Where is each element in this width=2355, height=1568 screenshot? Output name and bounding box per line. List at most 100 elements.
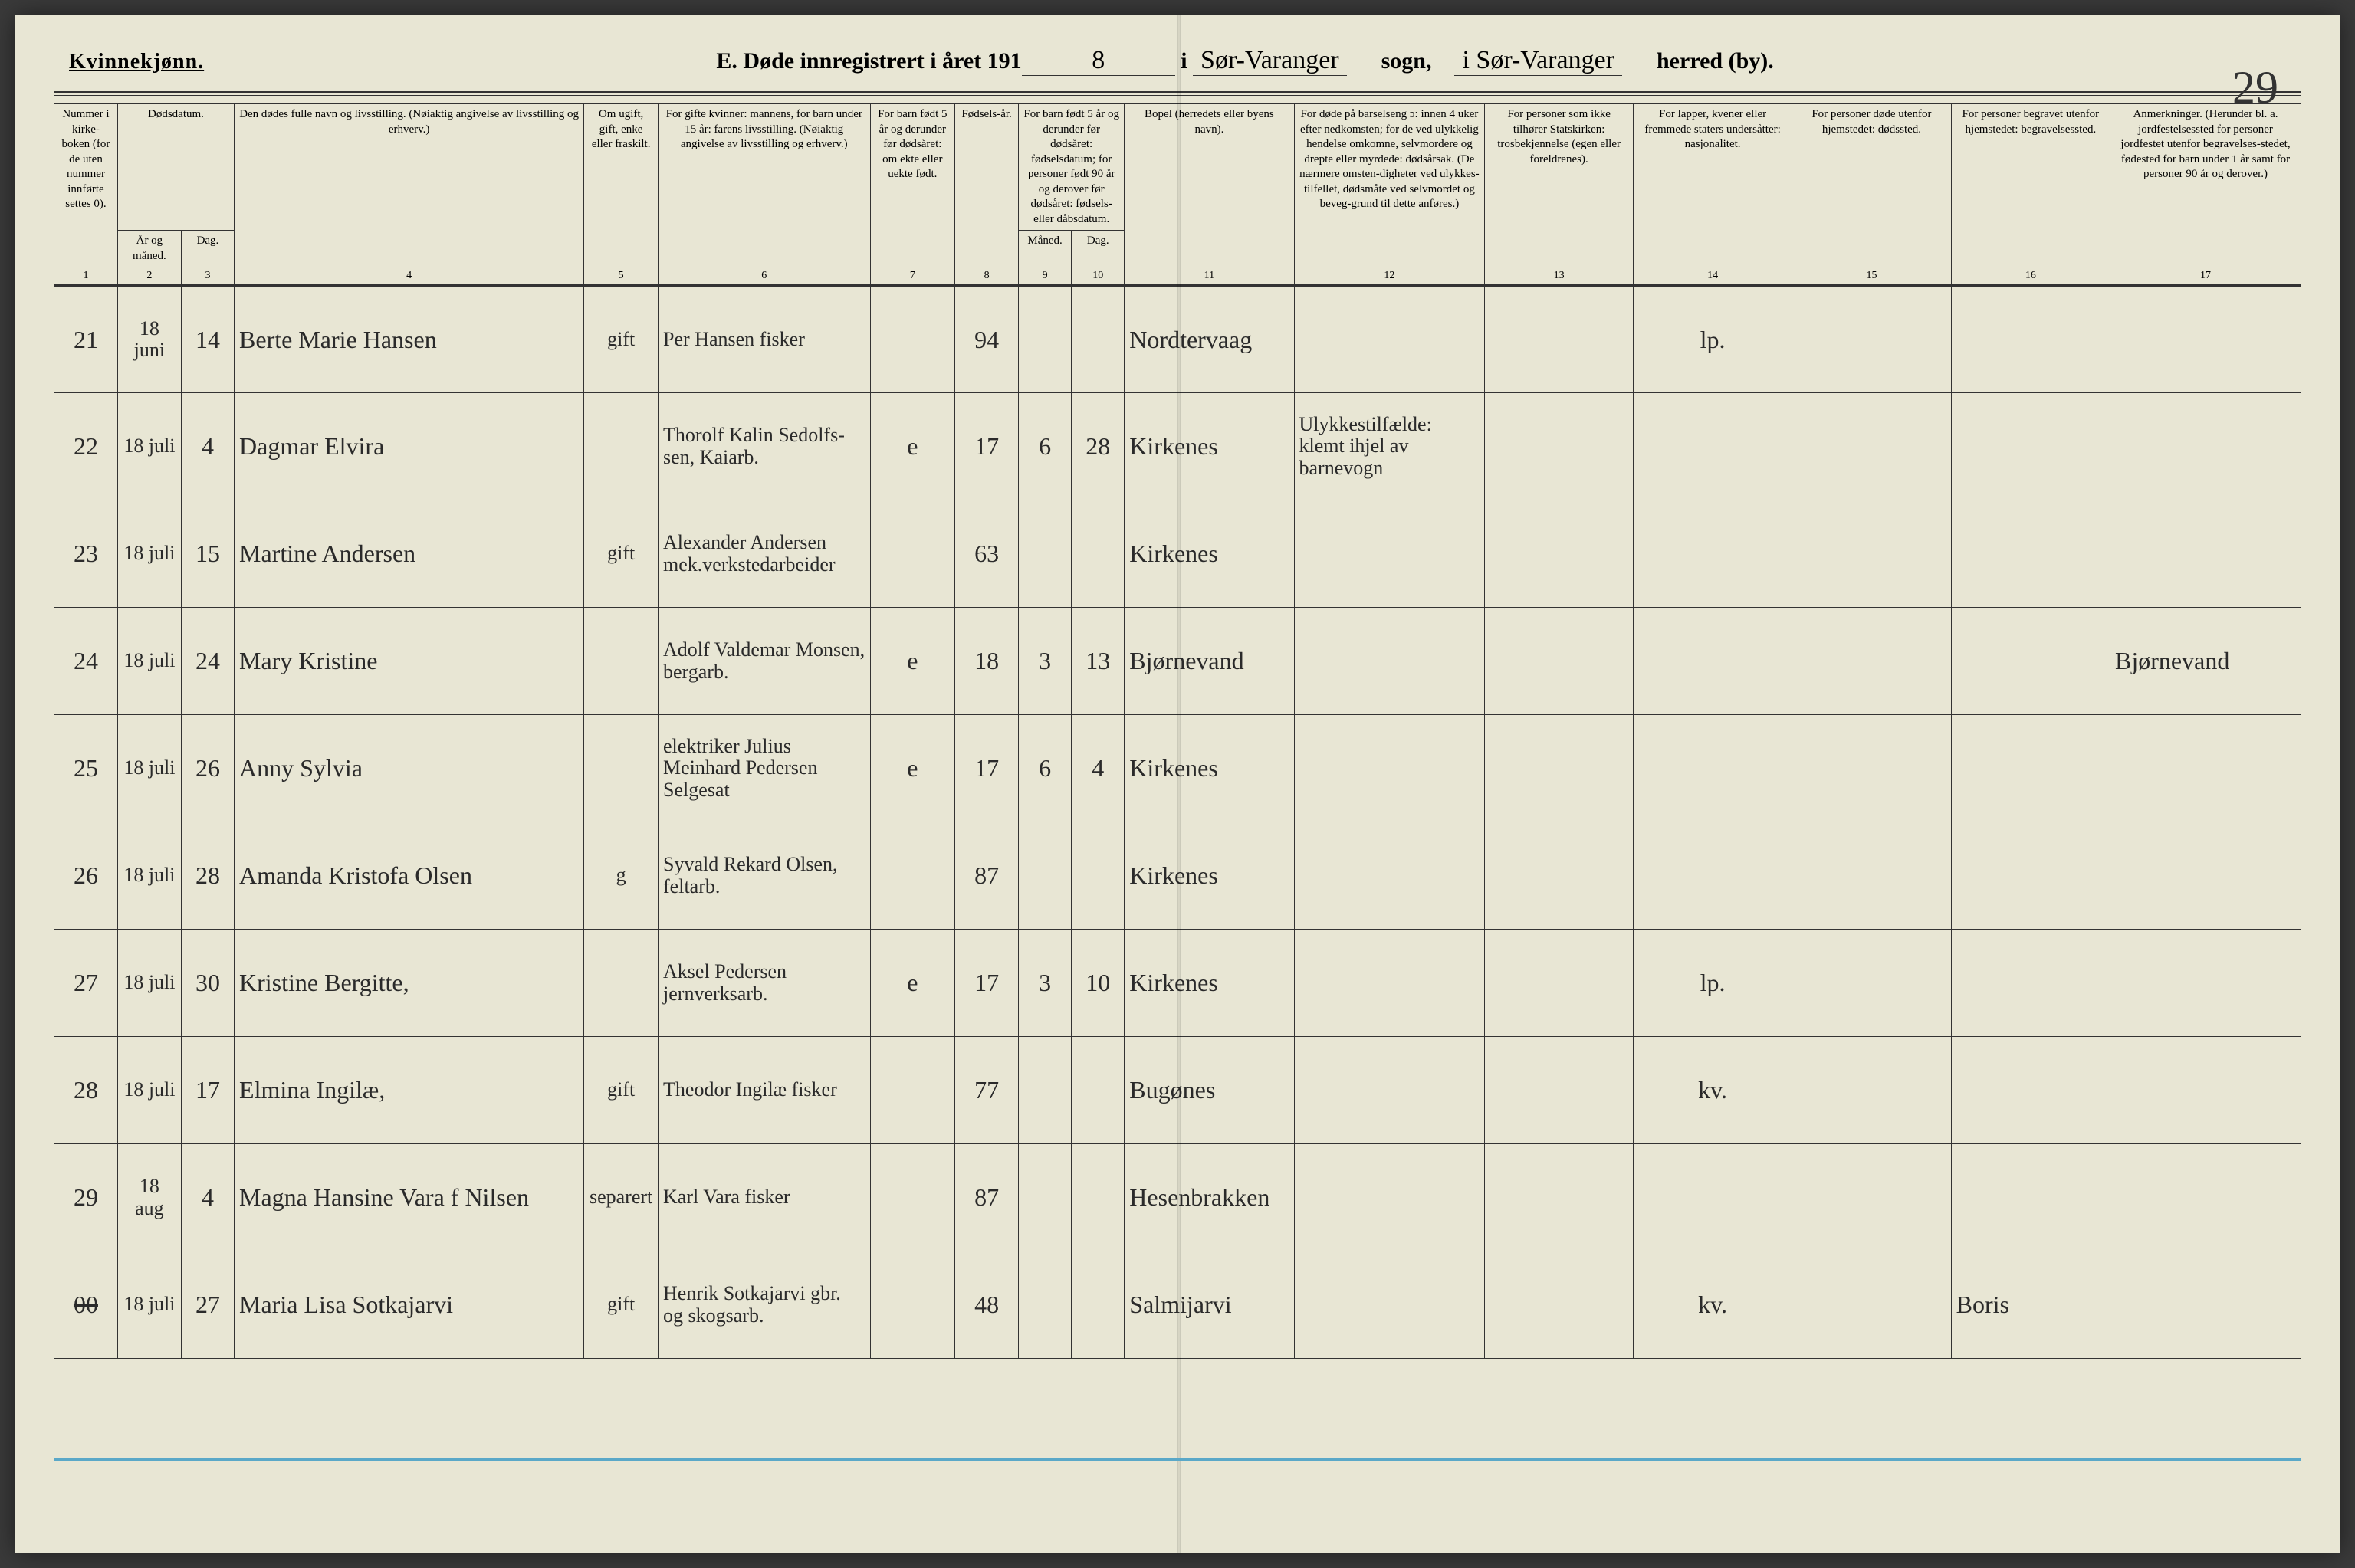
- cell-notes: [2110, 393, 2301, 500]
- cell-day: 14: [181, 286, 234, 393]
- col-header-8: Fødsels-år.: [955, 104, 1019, 267]
- colnum: 8: [955, 267, 1019, 286]
- cell-rel: [1485, 1037, 1634, 1144]
- colnum: 17: [2110, 267, 2301, 286]
- cell-bur: Boris: [1951, 1251, 2110, 1359]
- herred-label: herred (by).: [1657, 48, 1774, 74]
- rule-thin: [54, 95, 2301, 96]
- cell-day: 30: [181, 930, 234, 1037]
- cell-name: Magna Hansine Vara f Nilsen: [235, 1144, 584, 1251]
- cell-res: Kirkenes: [1125, 930, 1294, 1037]
- table-row: 2618 juli28Amanda Kristofa OlsengSyvald …: [54, 822, 2301, 930]
- cell-born: [870, 286, 955, 393]
- cell-day: 24: [181, 608, 234, 715]
- cell-dplace: [1792, 822, 1951, 930]
- cell-nat: [1633, 608, 1792, 715]
- cell-num: 23: [54, 500, 118, 608]
- cell-name: Anny Sylvia: [235, 715, 584, 822]
- cell-yr: 18 juli: [117, 500, 181, 608]
- cell-spouse: Per Hansen fisker: [659, 286, 871, 393]
- cell-rel: [1485, 286, 1634, 393]
- cell-notes: [2110, 1251, 2301, 1359]
- cell-bm: [1019, 1037, 1072, 1144]
- cell-spouse: Adolf Valdemar Monsen, bergarb.: [659, 608, 871, 715]
- cell-dplace: [1792, 930, 1951, 1037]
- cell-yr: 18 juni: [117, 286, 181, 393]
- cell-res: Kirkenes: [1125, 715, 1294, 822]
- cell-bm: 3: [1019, 930, 1072, 1037]
- cell-nat: [1633, 1144, 1792, 1251]
- sogn-label: sogn,: [1381, 48, 1432, 74]
- cell-byear: 18: [955, 608, 1019, 715]
- cell-bd: 4: [1072, 715, 1125, 822]
- cell-rel: [1485, 822, 1634, 930]
- cell-yr: 18 juli: [117, 1037, 181, 1144]
- cell-born: e: [870, 715, 955, 822]
- cell-byear: 48: [955, 1251, 1019, 1359]
- colnum: 14: [1633, 267, 1792, 286]
- cell-cause: [1294, 1144, 1485, 1251]
- cell-byear: 94: [955, 286, 1019, 393]
- cell-notes: [2110, 286, 2301, 393]
- cell-cause: [1294, 500, 1485, 608]
- colnum: 6: [659, 267, 871, 286]
- cell-byear: 17: [955, 715, 1019, 822]
- rule-thick: [54, 91, 2301, 93]
- cell-day: 15: [181, 500, 234, 608]
- cell-byear: 77: [955, 1037, 1019, 1144]
- title-year-suffix: 8: [1022, 46, 1175, 76]
- cell-yr: 18 juli: [117, 822, 181, 930]
- col-header-2-day: Dag.: [181, 231, 234, 267]
- cell-num: 22: [54, 393, 118, 500]
- cell-day: 28: [181, 822, 234, 930]
- cell-bm: [1019, 500, 1072, 608]
- cell-byear: 87: [955, 822, 1019, 930]
- cell-bur: [1951, 608, 2110, 715]
- pencil-blue-line: [54, 1458, 2301, 1461]
- cell-bur: [1951, 500, 2110, 608]
- cell-nat: lp.: [1633, 286, 1792, 393]
- cell-yr: 18 juli: [117, 608, 181, 715]
- table-row: 2318 juli15Martine AndersengiftAlexander…: [54, 500, 2301, 608]
- cell-cause: [1294, 286, 1485, 393]
- cell-dplace: [1792, 1037, 1951, 1144]
- cell-res: Kirkenes: [1125, 822, 1294, 930]
- cell-born: e: [870, 393, 955, 500]
- page-number: 29: [2232, 61, 2278, 114]
- cell-nat: [1633, 500, 1792, 608]
- cell-bm: [1019, 1144, 1072, 1251]
- col-header-10: Dag.: [1072, 231, 1125, 267]
- cell-yr: 18 juli: [117, 1251, 181, 1359]
- page-header: Kvinnekjønn. E. Døde innregistrert i åre…: [54, 46, 2301, 76]
- cell-stat: [584, 715, 659, 822]
- cell-res: Salmijarvi: [1125, 1251, 1294, 1359]
- cell-rel: [1485, 608, 1634, 715]
- cell-bd: [1072, 1037, 1125, 1144]
- table-row: 2418 juli24Mary KristineAdolf Valdemar M…: [54, 608, 2301, 715]
- cell-res: Nordtervaag: [1125, 286, 1294, 393]
- col-header-1: Nummer i kirke-boken (for de uten nummer…: [54, 104, 118, 267]
- cell-notes: [2110, 822, 2301, 930]
- cell-bd: 10: [1072, 930, 1125, 1037]
- col-header-14: For lapper, kvener eller fremmede stater…: [1633, 104, 1792, 267]
- cell-nat: lp.: [1633, 930, 1792, 1037]
- cell-day: 17: [181, 1037, 234, 1144]
- cell-day: 4: [181, 1144, 234, 1251]
- cell-spouse: Alexander Andersen mek.verkstedarbeider: [659, 500, 871, 608]
- cell-bm: 6: [1019, 715, 1072, 822]
- cell-born: [870, 1144, 955, 1251]
- cell-num: 28: [54, 1037, 118, 1144]
- cell-day: 27: [181, 1251, 234, 1359]
- cell-cause: [1294, 930, 1485, 1037]
- cell-bd: [1072, 500, 1125, 608]
- cell-cause: Ulykkestilfælde: klemt ihjel av barnevog…: [1294, 393, 1485, 500]
- cell-notes: [2110, 500, 2301, 608]
- herred-value: i Sør-Varanger: [1454, 46, 1622, 76]
- cell-res: Hesenbrakken: [1125, 1144, 1294, 1251]
- cell-name: Kristine Bergitte,: [235, 930, 584, 1037]
- cell-cause: [1294, 1251, 1485, 1359]
- cell-bd: [1072, 1251, 1125, 1359]
- cell-num: 25: [54, 715, 118, 822]
- cell-spouse: Syvald Rekard Olsen, feltarb.: [659, 822, 871, 930]
- table-row: 2118 juni14Berte Marie HansengiftPer Han…: [54, 286, 2301, 393]
